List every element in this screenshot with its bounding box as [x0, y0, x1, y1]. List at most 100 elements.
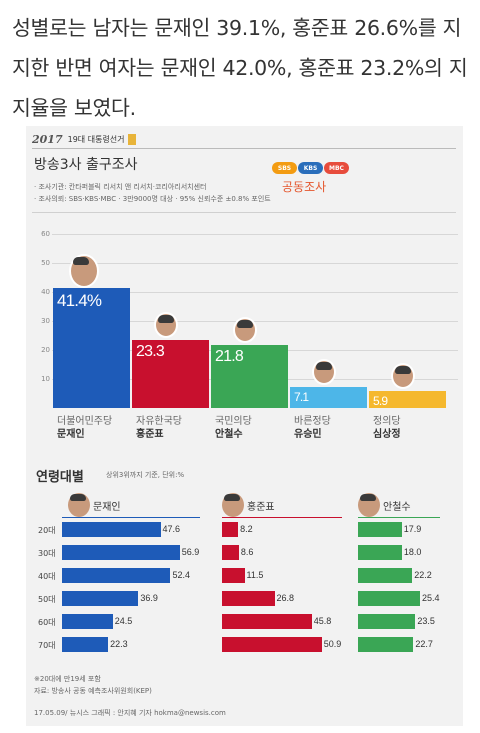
survey-info-line: · 조사기관: 칸타퍼블릭 리서치 앤 리서치·코리아리서치센터	[34, 183, 207, 191]
bar-value-label: 17.9	[403, 524, 422, 534]
column-candidate-name: 문재인	[93, 501, 121, 513]
candidate-photo	[154, 312, 178, 339]
brand-text: 19대 대통령선거	[67, 134, 125, 144]
y-tick-label: 40	[41, 288, 50, 296]
column-header: 문재인	[68, 492, 121, 518]
bar-value-label: 45.8	[313, 616, 332, 626]
bar	[290, 387, 367, 408]
pencil-icon	[127, 133, 136, 145]
gridline	[52, 292, 458, 293]
candidate-photo	[312, 359, 336, 386]
bar	[132, 340, 209, 408]
bar-value-label: 47.6	[162, 524, 181, 534]
candidate-photo	[391, 362, 415, 389]
divider	[32, 212, 456, 213]
age-group-label: 70대	[38, 641, 56, 650]
column-underline	[222, 517, 342, 518]
party-name: 더불어민주당	[57, 416, 113, 427]
party-name: 국민의당	[215, 416, 252, 427]
candidate-photo	[222, 493, 244, 517]
horizontal-bar	[62, 568, 171, 583]
column-underline	[358, 517, 440, 518]
bar-value-label: 25.4	[422, 593, 440, 603]
candidate-name: 문재인	[57, 429, 85, 440]
gridline	[52, 321, 458, 322]
horizontal-bar	[222, 568, 245, 583]
bar-value-label: 8.2	[240, 524, 253, 534]
age-section-subtitle: 상위3위까지 기준, 단위:%	[106, 471, 185, 479]
horizontal-bar	[222, 614, 312, 629]
age-group-label: 40대	[38, 572, 56, 581]
age-section-title: 연령대별	[36, 470, 84, 485]
bar	[369, 390, 446, 408]
kbs-logo: KBS	[298, 162, 323, 174]
bar-value-label: 11.5	[246, 570, 264, 580]
y-tick-label: 60	[41, 230, 50, 238]
horizontal-bar	[62, 591, 139, 606]
bar-value-label: 50.9	[323, 639, 342, 649]
horizontal-bar	[62, 614, 113, 629]
horizontal-bar	[62, 545, 180, 560]
candidate-name: 심상정	[373, 429, 401, 440]
exit-poll-title: 방송3사 출구조사	[34, 157, 138, 173]
bar-value-label: 18.0	[403, 547, 422, 557]
age-group-label: 50대	[38, 595, 56, 604]
bar-value-label: 52.4	[172, 570, 190, 580]
candidate-photo	[69, 253, 99, 288]
y-tick-label: 50	[41, 259, 50, 267]
divider	[32, 148, 456, 149]
party-name: 바른정당	[294, 416, 331, 427]
column-candidate-name: 안철수	[383, 501, 411, 513]
column-candidate-name: 홍준표	[247, 501, 275, 513]
bar-value-label: 36.9	[140, 593, 158, 603]
age-group-label: 20대	[38, 526, 56, 535]
bar-value-label: 21.8	[215, 347, 244, 365]
bar-value-label: 8.6	[240, 547, 254, 557]
sbs-logo: SBS	[272, 162, 297, 174]
bar-value-label: 22.2	[414, 570, 432, 580]
horizontal-bar	[62, 637, 109, 652]
candidate-name: 안철수	[215, 429, 243, 440]
column-header: 홍준표	[222, 492, 275, 518]
source-note: 자료: 방송사 공동 예측조사위원회(KEP)	[34, 687, 152, 695]
y-tick-label: 30	[41, 317, 50, 325]
party-name: 자유한국당	[136, 416, 182, 427]
mbc-logo: MBC	[324, 162, 349, 174]
brand-header: 2017 19대 대통령선거	[32, 132, 136, 146]
horizontal-bar	[358, 522, 402, 537]
horizontal-bar	[222, 591, 275, 606]
horizontal-bar	[222, 545, 239, 560]
y-tick-label: 20	[41, 346, 50, 354]
horizontal-bar	[358, 545, 402, 560]
bar-value-label: 7.1	[294, 390, 309, 405]
brand-logo: 2017	[32, 132, 63, 146]
joint-survey-label: 공동조사	[282, 180, 327, 194]
gridline	[52, 263, 458, 264]
column-header: 안철수	[358, 492, 411, 518]
column-underline	[62, 517, 200, 518]
bar-value-label: 23.5	[417, 616, 435, 626]
bar-value-label: 5.9	[373, 393, 388, 408]
horizontal-bar	[358, 614, 416, 629]
bar-value-label: 24.5	[114, 616, 133, 626]
horizontal-bar	[62, 522, 161, 537]
broadcaster-logos: SBS KBS MBC	[272, 162, 350, 174]
bar-value-label: 56.9	[181, 547, 200, 557]
bar	[53, 287, 130, 408]
footnote: ※20대에 만19세 포함	[34, 675, 101, 683]
age-group-label: 60대	[38, 618, 56, 627]
party-name: 정의당	[373, 416, 401, 427]
horizontal-bar	[358, 591, 420, 606]
gridline	[52, 234, 458, 235]
horizontal-bar	[358, 568, 413, 583]
candidate-photo	[233, 316, 257, 343]
bar-value-label: 23.3	[136, 343, 165, 361]
age-group-label: 30대	[38, 549, 56, 558]
bar	[211, 344, 288, 408]
horizontal-bar	[222, 637, 322, 652]
candidate-photo	[68, 493, 90, 517]
bar-value-label: 22.7	[415, 639, 433, 649]
horizontal-bar	[222, 522, 239, 537]
article-text: 성별로는 남자는 문재인 39.1%, 홍준표 26.6%를 지지한 반면 여자…	[12, 16, 468, 120]
bar-value-label: 41.4%	[57, 290, 102, 310]
